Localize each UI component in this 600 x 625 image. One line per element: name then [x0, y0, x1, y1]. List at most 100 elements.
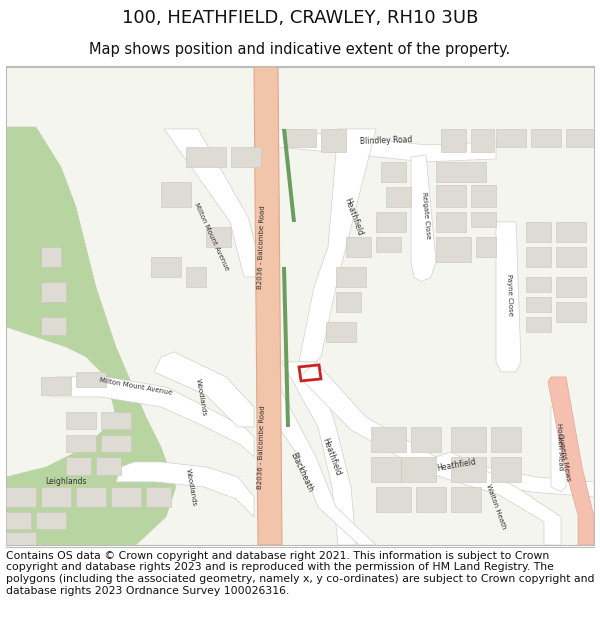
Polygon shape	[206, 227, 231, 247]
Polygon shape	[146, 487, 171, 507]
Polygon shape	[436, 185, 466, 207]
Text: Milton Mount Avenue: Milton Mount Avenue	[193, 202, 229, 272]
Polygon shape	[282, 362, 356, 545]
Polygon shape	[76, 487, 106, 507]
Polygon shape	[416, 487, 446, 512]
Polygon shape	[491, 427, 521, 452]
Polygon shape	[376, 487, 411, 512]
Text: Milton Mount Avenue: Milton Mount Avenue	[99, 378, 173, 396]
Polygon shape	[424, 452, 561, 545]
Polygon shape	[441, 129, 466, 152]
Polygon shape	[436, 162, 486, 182]
Polygon shape	[376, 237, 401, 252]
Polygon shape	[6, 487, 36, 507]
Polygon shape	[278, 129, 496, 162]
Polygon shape	[76, 372, 106, 387]
Text: Reigate Close: Reigate Close	[421, 191, 431, 239]
Polygon shape	[186, 267, 206, 287]
Text: Blackheath: Blackheath	[289, 451, 315, 493]
Text: 100, HEATHFIELD, CRAWLEY, RH10 3UB: 100, HEATHFIELD, CRAWLEY, RH10 3UB	[122, 9, 478, 28]
Polygon shape	[258, 377, 376, 545]
Polygon shape	[6, 532, 36, 545]
Polygon shape	[161, 182, 191, 207]
Polygon shape	[496, 129, 526, 147]
Text: Heathfield: Heathfield	[342, 197, 364, 238]
Polygon shape	[401, 457, 436, 482]
Text: Blindley Road: Blindley Road	[359, 136, 412, 146]
Polygon shape	[6, 512, 31, 529]
Polygon shape	[299, 129, 376, 362]
Polygon shape	[41, 282, 66, 302]
Polygon shape	[41, 377, 71, 395]
Polygon shape	[381, 162, 406, 182]
Polygon shape	[556, 222, 586, 242]
Polygon shape	[154, 352, 254, 427]
Text: Heathfield: Heathfield	[320, 437, 342, 478]
Polygon shape	[36, 512, 66, 529]
Polygon shape	[526, 297, 551, 312]
Polygon shape	[551, 407, 566, 492]
Polygon shape	[186, 147, 226, 167]
Polygon shape	[111, 487, 141, 507]
Polygon shape	[116, 462, 254, 517]
Polygon shape	[164, 129, 261, 277]
Polygon shape	[101, 412, 131, 429]
Text: B2036 - Balcombe Road: B2036 - Balcombe Road	[257, 405, 265, 489]
Polygon shape	[282, 129, 296, 222]
Polygon shape	[66, 457, 91, 475]
Polygon shape	[254, 67, 282, 545]
Polygon shape	[411, 155, 436, 282]
Text: Hocken Mead: Hocken Mead	[556, 423, 564, 471]
Polygon shape	[476, 237, 496, 257]
Text: Leighlands: Leighlands	[45, 478, 87, 486]
Polygon shape	[282, 267, 290, 427]
Polygon shape	[526, 317, 551, 332]
Polygon shape	[436, 212, 466, 232]
Polygon shape	[321, 129, 346, 152]
Polygon shape	[566, 129, 594, 147]
Polygon shape	[41, 487, 71, 507]
Text: Walton Heath: Walton Heath	[485, 484, 507, 530]
Polygon shape	[491, 457, 521, 482]
Polygon shape	[286, 129, 316, 147]
Polygon shape	[451, 487, 481, 512]
Text: Woodlands: Woodlands	[195, 378, 207, 416]
Polygon shape	[371, 427, 406, 452]
Text: B2036 - Balcombe Road: B2036 - Balcombe Road	[257, 205, 265, 289]
Polygon shape	[526, 277, 551, 292]
Text: Queens Mews: Queens Mews	[557, 432, 571, 481]
Polygon shape	[6, 127, 176, 545]
Polygon shape	[531, 129, 561, 147]
Polygon shape	[231, 147, 261, 167]
Text: Payne Close: Payne Close	[506, 274, 514, 316]
Polygon shape	[411, 427, 441, 452]
Polygon shape	[41, 247, 61, 267]
Polygon shape	[346, 237, 371, 257]
Polygon shape	[66, 412, 96, 429]
Polygon shape	[336, 292, 361, 312]
Text: Woodlands: Woodlands	[185, 468, 197, 506]
Polygon shape	[41, 377, 254, 457]
Polygon shape	[556, 302, 586, 322]
Polygon shape	[556, 247, 586, 267]
Polygon shape	[96, 457, 121, 475]
Polygon shape	[526, 222, 551, 242]
Polygon shape	[496, 222, 521, 372]
Polygon shape	[371, 457, 401, 482]
Polygon shape	[548, 377, 594, 545]
Polygon shape	[101, 435, 131, 452]
Polygon shape	[336, 267, 366, 287]
Text: Heathfield: Heathfield	[436, 457, 476, 473]
Polygon shape	[386, 187, 411, 207]
Polygon shape	[471, 185, 496, 207]
Polygon shape	[151, 257, 181, 277]
Polygon shape	[436, 237, 471, 262]
Polygon shape	[526, 247, 551, 267]
Text: Map shows position and indicative extent of the property.: Map shows position and indicative extent…	[89, 42, 511, 57]
Polygon shape	[41, 317, 66, 335]
Polygon shape	[376, 212, 406, 232]
Polygon shape	[66, 435, 96, 452]
Polygon shape	[471, 212, 496, 227]
Polygon shape	[451, 457, 486, 482]
Polygon shape	[299, 362, 594, 497]
